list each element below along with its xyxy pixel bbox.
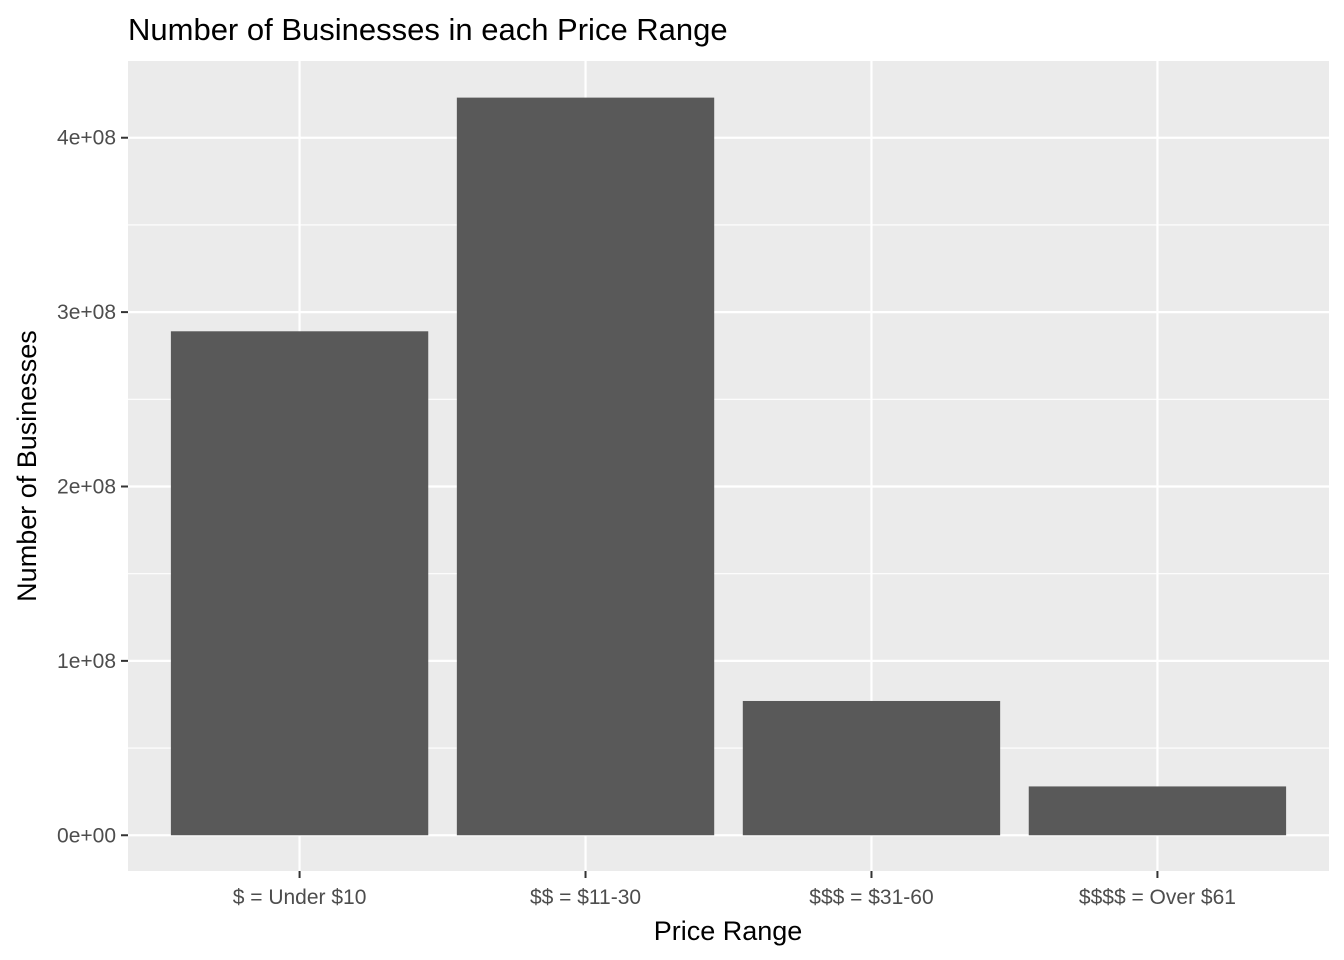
x-tick-label: $$$ = $31-60 [809,886,933,909]
bar [742,700,1001,836]
y-tick-label: 3e+08 [57,301,116,324]
x-tick-label: $$$$ = Over $61 [1079,886,1236,909]
x-axis: $ = Under $10 $$ = $11-30 $$$ = $31-60 $$$$… [233,871,1236,909]
y-axis: 0e+00 1e+08 2e+08 3e+08 4e+08 [57,127,128,847]
x-axis-title: Price Range [654,916,803,946]
x-tick-label: $$ = $11-30 [530,886,641,909]
chart-title: Number of Businesses in each Price Range [128,12,728,47]
bar [170,331,429,836]
y-tick-label: 1e+08 [57,650,116,673]
bar [1028,786,1287,836]
y-tick-label: 0e+00 [57,824,116,847]
y-tick-label: 2e+08 [57,475,116,498]
x-tick-label: $ = Under $10 [233,886,367,909]
y-axis-title: Number of Businesses [12,330,42,602]
y-tick-label: 4e+08 [57,127,116,150]
bar [456,97,715,836]
bars [170,97,1287,836]
